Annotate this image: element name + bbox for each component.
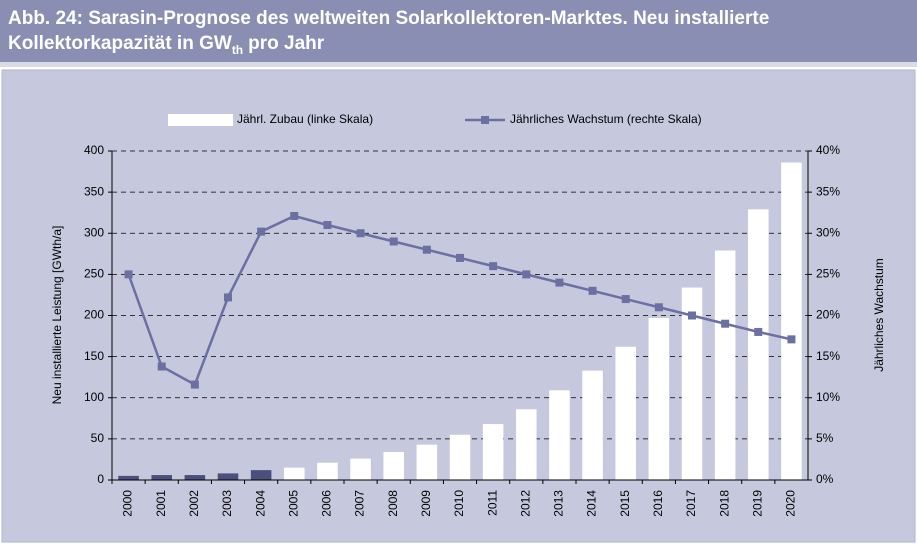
separator	[0, 62, 917, 67]
y2-tick-label: 30%	[816, 225, 840, 239]
marker	[654, 303, 663, 312]
marker	[555, 278, 564, 287]
title-suffix: pro Jahr	[248, 33, 325, 54]
x-tick-label: 2017	[684, 490, 698, 517]
marker	[489, 262, 498, 271]
x-tick-label: 2003	[220, 490, 234, 517]
chart-title: Abb. 24: Sarasin-Prognose des weltweiten…	[8, 8, 770, 54]
bar	[151, 475, 172, 480]
bar	[284, 467, 305, 480]
x-tick-label: 2000	[121, 490, 135, 517]
x-tick-label: 2011	[485, 490, 499, 516]
bar	[615, 346, 636, 480]
marker	[356, 229, 365, 238]
marker	[721, 319, 730, 328]
y-tick-label: 400	[84, 143, 104, 157]
y-tick-label: 0	[97, 472, 104, 486]
y-tick-label: 350	[84, 184, 104, 198]
x-tick-label: 2019	[750, 490, 764, 517]
x-tick-label: 2016	[651, 490, 665, 517]
y2-tick-label: 35%	[816, 184, 840, 198]
marker	[290, 211, 299, 220]
bar	[781, 162, 802, 480]
legend-marker	[481, 116, 489, 124]
y-tick-label: 100	[84, 390, 104, 404]
x-tick-label: 2008	[386, 490, 400, 517]
bar	[648, 317, 670, 480]
bar	[383, 452, 404, 480]
legend-label: Jährl. Zubau (linke Skala)	[237, 112, 373, 126]
bar	[516, 409, 537, 480]
title-subscript: th	[231, 42, 244, 57]
legend-swatch	[168, 114, 233, 126]
x-tick-label: 2006	[320, 490, 334, 517]
y2-tick-label: 40%	[816, 143, 840, 157]
bar	[714, 250, 736, 480]
legend-label: Jährliches Wachstum (rechte Skala)	[510, 112, 702, 126]
marker	[190, 380, 199, 389]
bar	[748, 209, 769, 480]
x-tick-label: 2015	[618, 490, 632, 517]
marker	[323, 221, 332, 230]
marker	[456, 253, 464, 262]
marker	[157, 362, 166, 371]
bar	[549, 390, 570, 480]
x-tick-label: 2013	[552, 490, 566, 517]
bar	[184, 475, 206, 480]
y-tick-label: 50	[91, 431, 105, 445]
y-tick-label: 150	[84, 349, 104, 363]
x-tick-label: 2014	[585, 490, 599, 517]
marker	[224, 293, 232, 302]
bar	[317, 462, 338, 480]
x-tick-label: 2020	[784, 490, 798, 517]
x-tick-label: 2002	[187, 490, 201, 517]
y-tick-label: 250	[84, 267, 104, 281]
bar	[416, 444, 438, 480]
y-tick-label: 300	[84, 225, 104, 239]
marker	[389, 237, 398, 246]
x-tick-label: 2005	[286, 490, 300, 517]
x-tick-label: 2009	[419, 490, 433, 517]
x-tick-label: 2012	[518, 490, 532, 517]
x-tick-label: 2001	[154, 490, 168, 517]
bar	[217, 473, 239, 480]
bar	[449, 434, 471, 480]
marker	[124, 270, 133, 279]
y2-tick-label: 10%	[816, 390, 840, 404]
bar	[350, 458, 371, 480]
x-tick-label: 2007	[353, 490, 367, 517]
marker	[754, 327, 763, 336]
y2-tick-label: 0%	[816, 472, 834, 486]
x-tick-label: 2004	[253, 490, 267, 517]
y2-tick-label: 25%	[816, 267, 840, 281]
y2-tick-label: 5%	[816, 431, 834, 445]
x-tick-label: 2018	[717, 490, 731, 517]
bar	[681, 287, 703, 480]
marker	[621, 295, 630, 304]
marker	[588, 286, 597, 295]
bar	[482, 424, 504, 480]
y-axis-label: Neu installierte Leistung [GWth/a]	[50, 226, 64, 405]
y-tick-label: 200	[84, 308, 104, 322]
bar	[582, 370, 603, 480]
marker	[522, 270, 531, 279]
y2-tick-label: 20%	[816, 308, 840, 322]
y2-tick-label: 15%	[816, 349, 840, 363]
bar	[250, 470, 272, 480]
header: Abb. 24: Sarasin-Prognose des weltweiten…	[0, 0, 917, 62]
y2-axis-label: Jährliches Wachstum	[872, 258, 886, 372]
marker	[257, 227, 266, 236]
x-tick-label: 2010	[452, 490, 466, 517]
marker	[422, 245, 431, 254]
marker	[688, 311, 696, 320]
bar	[118, 475, 139, 480]
marker	[787, 335, 796, 344]
